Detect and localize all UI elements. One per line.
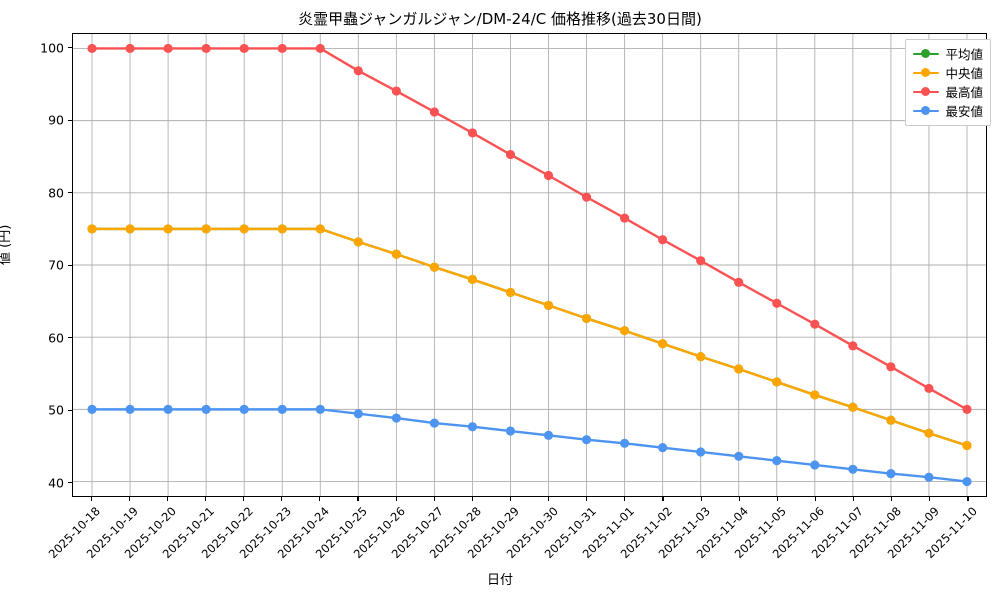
x-tick-mark <box>395 497 397 501</box>
x-tick-mark <box>433 497 435 501</box>
legend-item-3[interactable]: 最安値 <box>913 101 983 120</box>
legend-swatch-icon <box>913 104 940 118</box>
y-tick-mark <box>68 47 72 49</box>
legend-label: 平均値 <box>945 47 983 62</box>
y-tick-mark <box>68 119 72 121</box>
legend-label: 最安値 <box>945 104 983 119</box>
y-axis-title: 値 (円) <box>0 224 13 265</box>
x-tick-mark <box>471 497 473 501</box>
x-tick-mark <box>166 497 168 501</box>
legend-swatch-icon <box>913 47 940 61</box>
series-lines <box>87 43 972 487</box>
x-tick-mark <box>90 497 92 501</box>
y-tick-label: 40 <box>48 475 64 490</box>
legend-item-2[interactable]: 最高値 <box>913 82 983 101</box>
x-tick-mark <box>548 497 550 501</box>
x-tick-mark <box>319 497 321 501</box>
x-tick-mark <box>128 497 130 501</box>
x-tick-mark <box>281 497 283 501</box>
legend-swatch-icon <box>913 85 940 99</box>
chart-legend: 平均値中央値最高値最安値 <box>905 39 991 126</box>
y-tick-label: 100 <box>40 40 64 55</box>
x-tick-mark <box>967 497 969 501</box>
legend-item-0[interactable]: 平均値 <box>913 44 983 63</box>
y-tick-label: 80 <box>48 185 64 200</box>
y-tick-mark <box>68 409 72 411</box>
x-tick-mark <box>814 497 817 501</box>
x-tick-mark <box>662 497 664 501</box>
y-tick-mark <box>68 482 72 484</box>
x-tick-mark <box>776 497 778 501</box>
legend-label: 最高値 <box>945 85 983 100</box>
y-tick-label: 90 <box>48 112 64 128</box>
legend-label: 中央値 <box>945 66 983 81</box>
y-tick-label: 50 <box>48 402 64 418</box>
y-tick-label: 60 <box>48 330 64 345</box>
x-tick-mark <box>586 497 588 501</box>
x-tick-mark <box>929 497 931 501</box>
x-tick-mark <box>700 497 702 501</box>
x-tick-mark <box>243 497 245 501</box>
x-tick-mark <box>624 497 626 501</box>
x-tick-mark <box>738 497 740 501</box>
legend-swatch-icon <box>913 66 940 80</box>
chart-title: 炎霊甲蟲ジャンガルジャン/DM-24/C 価格推移(過去30日間) <box>298 10 702 28</box>
y-tick-label: 70 <box>48 257 64 273</box>
x-tick-mark <box>204 497 207 501</box>
y-tick-mark <box>68 337 72 339</box>
y-tick-mark <box>68 264 72 266</box>
x-tick-mark <box>891 497 893 501</box>
plot-area <box>72 33 987 497</box>
y-tick-mark <box>68 192 72 194</box>
x-tick-mark <box>357 497 359 501</box>
legend-item-1[interactable]: 中央値 <box>913 63 983 82</box>
x-tick-mark <box>509 497 512 501</box>
x-tick-mark <box>853 497 855 501</box>
x-axis-title: 日付 <box>486 573 513 588</box>
